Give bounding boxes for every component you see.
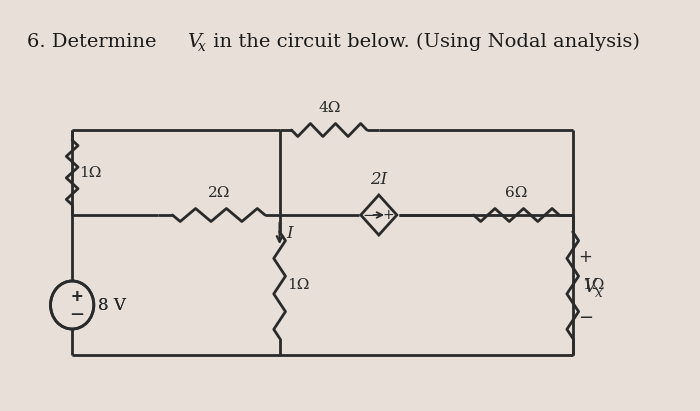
Text: 2I: 2I: [370, 171, 388, 188]
Text: −: −: [69, 306, 84, 324]
Polygon shape: [360, 195, 397, 235]
Text: −: −: [69, 306, 84, 324]
Text: 6. Determine: 6. Determine: [27, 33, 163, 51]
Text: in the circuit below. (Using Nodal analysis): in the circuit below. (Using Nodal analy…: [207, 33, 640, 51]
Text: +: +: [70, 289, 83, 303]
Text: x: x: [198, 40, 206, 54]
Text: 8 V: 8 V: [98, 296, 126, 314]
Text: V: V: [187, 33, 201, 51]
Text: 8 V: 8 V: [98, 296, 126, 314]
Text: 2Ω: 2Ω: [207, 186, 230, 200]
Text: 1Ω: 1Ω: [79, 166, 102, 180]
Text: +: +: [383, 208, 395, 222]
Text: 1Ω: 1Ω: [287, 278, 309, 292]
Text: 6Ω: 6Ω: [505, 186, 528, 200]
Text: +: +: [70, 289, 83, 303]
Text: +: +: [578, 248, 592, 266]
Text: −: −: [578, 309, 593, 327]
Text: 1Ω: 1Ω: [582, 278, 604, 292]
Text: −: −: [363, 208, 375, 222]
Text: x: x: [595, 286, 603, 300]
Text: V: V: [584, 278, 596, 296]
Circle shape: [51, 282, 93, 328]
Text: 4Ω: 4Ω: [318, 101, 340, 115]
Text: I: I: [286, 225, 293, 242]
